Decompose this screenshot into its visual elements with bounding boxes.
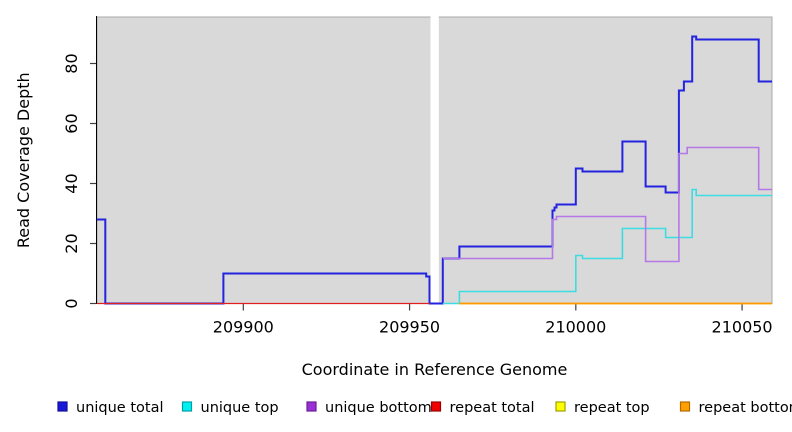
series-unique-total-line — [97, 35, 772, 305]
legend-label-repeat-bottom: repeat bottom — [699, 400, 792, 416]
series-unique-bottom-line — [442, 146, 772, 263]
x-tick-label: 209950 — [379, 318, 440, 337]
legend-label-unique-bottom: unique bottom — [325, 400, 432, 416]
y-axis-title: Read Coverage Depth — [14, 72, 33, 248]
legend-label-unique-total: unique total — [76, 400, 164, 416]
x-axis-title: Coordinate in Reference Genome — [302, 360, 568, 379]
coverage-gap-band — [430, 15, 439, 304]
y-tick-label: 20 — [62, 233, 81, 253]
y-axis-ticks: 0 20 40 60 80 — [62, 53, 96, 309]
x-tick-label: 210000 — [545, 318, 606, 337]
y-tick-label: 60 — [62, 113, 81, 133]
legend-item-unique-top: unique top — [181, 400, 279, 416]
legend-swatch-unique-top — [181, 401, 193, 412]
legend-swatch-unique-total — [57, 401, 68, 412]
legend-item-repeat-total: repeat total — [430, 400, 535, 416]
x-tick-label: 210050 — [712, 318, 773, 337]
y-tick-label: 40 — [62, 173, 81, 193]
series-lines — [97, 35, 772, 305]
legend-label-repeat-top: repeat top — [574, 400, 650, 416]
legend-label-unique-top: unique top — [201, 400, 279, 416]
legend: unique total unique top unique bottom repea… — [57, 400, 792, 416]
x-axis-ticks: 209900 209950 210000 210050 — [213, 304, 773, 337]
y-tick-label: 80 — [62, 53, 81, 73]
series-unique-top-line — [442, 188, 772, 305]
legend-swatch-unique-bottom — [306, 401, 317, 412]
y-tick-label: 0 — [62, 298, 81, 308]
x-tick-label: 209900 — [213, 318, 274, 337]
legend-item-unique-bottom: unique bottom — [306, 400, 432, 416]
legend-swatch-repeat-total — [430, 401, 442, 412]
legend-item-repeat-top: repeat top — [555, 400, 650, 416]
legend-swatch-repeat-top — [555, 401, 566, 412]
legend-label-repeat-total: repeat total — [450, 400, 535, 416]
legend-item-repeat-bottom: repeat bottom — [679, 400, 792, 416]
legend-item-unique-total: unique total — [57, 400, 164, 416]
legend-swatch-repeat-bottom — [679, 401, 691, 412]
